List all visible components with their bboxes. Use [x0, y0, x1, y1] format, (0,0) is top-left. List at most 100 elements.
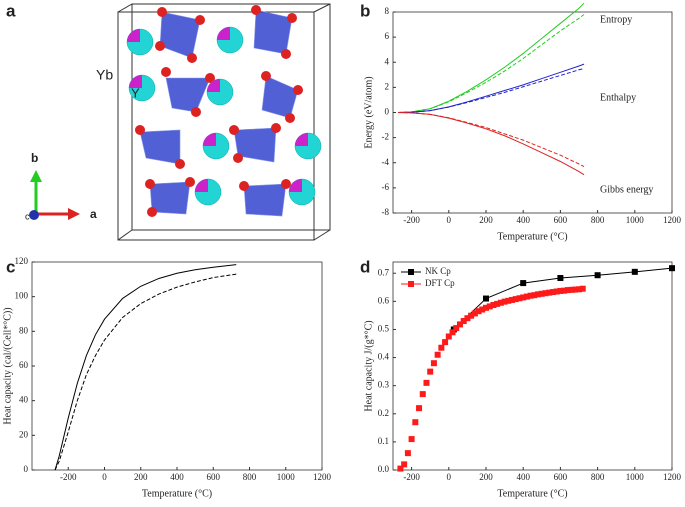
annotation: Enthalpy — [600, 92, 636, 103]
y-tick-label: 40 — [19, 395, 29, 405]
marker — [427, 368, 434, 375]
plot-frame — [392, 11, 673, 214]
x-tick-label: 600 — [554, 472, 568, 482]
y-axis-title: Heat capacity (cal/(Cell*°C)) — [2, 307, 13, 424]
y-tick-label: 0.4 — [378, 352, 390, 362]
legend-label: NK Cp — [425, 266, 451, 276]
x-tick-label: 0 — [447, 215, 452, 225]
x-tick-label: 0 — [102, 472, 107, 482]
x-tick-label: 400 — [516, 472, 530, 482]
plot-frame — [392, 261, 673, 471]
marker — [568, 286, 575, 293]
y-tick-label: 0.0 — [378, 464, 390, 474]
marker — [419, 391, 426, 398]
annotation: Gibbs energy — [600, 184, 653, 195]
marker — [479, 306, 486, 313]
marker — [497, 299, 504, 306]
marker — [572, 286, 579, 293]
annotation: Entropy — [600, 14, 632, 25]
y-tick-label: 2 — [385, 81, 390, 91]
marker — [557, 275, 564, 282]
marker — [468, 312, 475, 319]
y-tick-label: 0.3 — [378, 380, 390, 390]
y-tick-label: 80 — [19, 325, 29, 335]
x-tick-label: 200 — [134, 472, 148, 482]
marker — [561, 287, 568, 294]
y-tick-label: 0.6 — [378, 295, 390, 305]
marker — [546, 289, 553, 296]
x-tick-label: 1200 — [663, 215, 682, 225]
y-axis-title: Energy (eV/atom) — [363, 76, 374, 148]
x-tick-label: 0 — [447, 472, 452, 482]
marker — [401, 461, 408, 468]
y-tick-label: 0 — [24, 464, 29, 474]
marker — [520, 280, 527, 287]
panel-label: c — [6, 257, 15, 276]
x-tick-label: 600 — [207, 472, 221, 482]
y-tick-label: 60 — [19, 360, 29, 370]
marker — [456, 321, 463, 328]
x-tick-label: -200 — [403, 215, 420, 225]
axis-label: c — [25, 211, 30, 221]
x-tick-label: 200 — [479, 215, 493, 225]
y-tick-label: 0.1 — [378, 436, 389, 446]
x-tick-label: 1000 — [277, 472, 296, 482]
marker — [483, 304, 489, 311]
x-axis-title: Temperature (°C) — [497, 488, 567, 499]
panel-label: b — [360, 1, 370, 20]
y-tick-label: 4 — [385, 56, 390, 66]
series-line — [398, 112, 585, 176]
marker — [557, 287, 564, 294]
legend-marker — [408, 269, 414, 275]
marker — [531, 292, 538, 299]
marker — [404, 450, 411, 457]
marker — [553, 288, 560, 295]
x-axis-title: Temperature (°C) — [497, 231, 567, 242]
series-line — [397, 2, 585, 113]
y-tick-label: 100 — [15, 291, 29, 301]
y-tick-label: -8 — [382, 207, 390, 217]
x-tick-label: -200 — [60, 472, 77, 482]
legend-marker — [408, 281, 414, 287]
marker — [535, 291, 542, 298]
x-tick-label: 800 — [591, 215, 605, 225]
marker — [423, 379, 430, 386]
marker — [520, 294, 527, 301]
x-tick-label: 400 — [170, 472, 184, 482]
y-axis-title: Heat capacity J/(g*°C) — [363, 320, 374, 411]
atom-label: Yb — [96, 67, 113, 83]
marker — [449, 329, 456, 336]
marker — [460, 318, 467, 325]
x-tick-label: -200 — [403, 472, 420, 482]
marker — [594, 272, 601, 279]
atom-label: Y — [131, 85, 140, 100]
marker — [416, 405, 423, 412]
y-tick-label: 0 — [385, 107, 390, 117]
marker — [494, 300, 501, 307]
y-tick-label: -4 — [382, 157, 390, 167]
marker — [442, 339, 449, 346]
y-tick-label: -2 — [382, 132, 390, 142]
y-tick-label: 8 — [385, 6, 390, 16]
marker — [412, 419, 419, 426]
series-line — [398, 63, 585, 113]
y-tick-label: 120 — [15, 256, 29, 266]
marker — [490, 302, 497, 309]
x-tick-label: 1200 — [663, 472, 682, 482]
y-tick-label: 0.7 — [378, 267, 390, 277]
marker — [453, 325, 460, 332]
panel-label: a — [6, 1, 16, 20]
y-tick-label: 0.5 — [378, 324, 390, 334]
marker — [538, 290, 545, 297]
y-tick-label: 6 — [385, 31, 390, 41]
crystal-structure: Yb Y b a c — [25, 3, 331, 241]
marker — [430, 360, 437, 367]
marker — [527, 292, 534, 299]
x-tick-label: 1000 — [626, 472, 645, 482]
marker — [397, 465, 404, 472]
marker — [631, 268, 638, 275]
y-tick-label: 0.2 — [378, 408, 389, 418]
series-line — [54, 264, 237, 471]
marker — [438, 344, 445, 351]
